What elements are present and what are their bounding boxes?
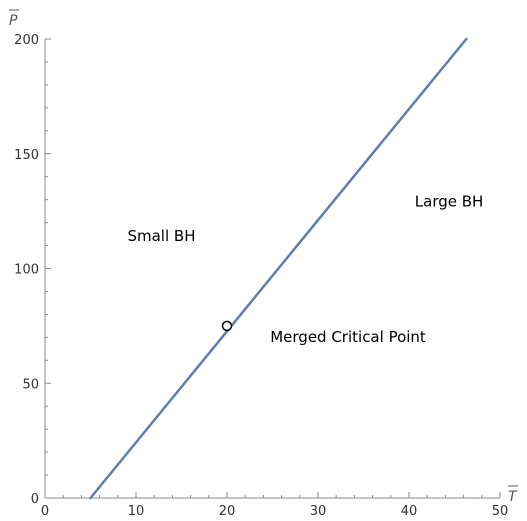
y-tick-label: 100 — [14, 263, 39, 278]
annotation-small-bh: Small BH — [127, 227, 195, 245]
x-tick-label: 40 — [401, 504, 418, 519]
critical-point-marker — [221, 320, 233, 332]
y-tick-label: 50 — [22, 377, 39, 392]
annotation-large-bh: Large BH — [415, 193, 484, 211]
series-group — [89, 37, 468, 500]
y-tick-label: 200 — [14, 33, 39, 48]
y-tick-label: 150 — [14, 148, 39, 163]
annotation-merged-critical-point: Merged Critical Point — [270, 328, 426, 346]
y-axis-label: P — [9, 13, 18, 29]
y-tick-label: 0 — [31, 492, 39, 507]
x-tick-label: 10 — [128, 504, 145, 519]
annotations: Small BH Large BH Merged Critical Point — [127, 193, 483, 346]
x-axis-label: T — [508, 489, 518, 505]
x-tick-label: 50 — [492, 504, 509, 519]
coexistence-line — [89, 37, 468, 500]
x-tick-label: 20 — [219, 504, 236, 519]
x-tick-label: 30 — [310, 504, 327, 519]
x-tick-label: 0 — [41, 504, 49, 519]
axes: 0 10 20 30 40 50 0 50 100 150 200 T P — [9, 9, 518, 519]
